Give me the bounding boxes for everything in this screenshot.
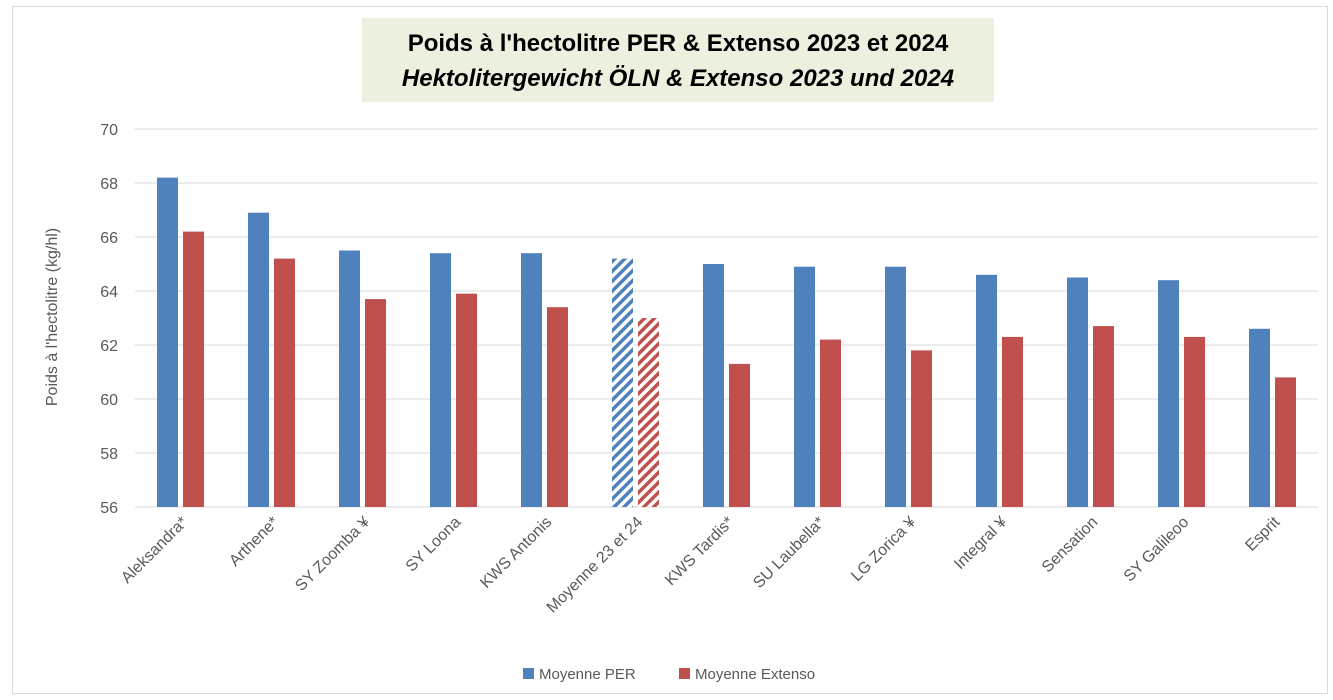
x-tick-label: Aleksandra* [118, 514, 191, 587]
y-axis-label: Poids à l'hectolitre (kg/hl) [44, 228, 61, 406]
legend: Moyenne PER Moyenne Extenso [523, 666, 815, 683]
bar-extenso-9 [911, 350, 932, 507]
x-tick-label: SY Zoomba ¥ [292, 514, 373, 595]
y-tick-label: 64 [100, 284, 118, 301]
y-tick-label: 58 [100, 446, 118, 463]
chart-title: Poids à l'hectolitre PER & Extenso 2023 … [407, 30, 949, 57]
bar-per-4 [430, 253, 451, 507]
bar-per-13 [1249, 328, 1270, 507]
bar-per-1 [157, 177, 178, 507]
y-tick-label: 66 [100, 230, 118, 247]
bar-per-7 [703, 264, 724, 507]
bar-extenso-8 [820, 339, 841, 507]
x-tick-label: SY Loona [403, 514, 465, 576]
bar-per-8 [794, 266, 815, 507]
x-tick-label: SY Galileoo [1121, 514, 1193, 586]
bar-extenso-12 [1184, 336, 1205, 507]
bar-per-9 [885, 266, 906, 507]
bars [157, 177, 1296, 507]
bar-extenso-3 [365, 299, 386, 507]
bar-extenso-11 [1093, 326, 1114, 507]
bar-per-5 [521, 253, 542, 507]
x-tick-label: KWS Antonis [477, 514, 555, 592]
legend-swatch-per [523, 668, 534, 679]
bar-extenso-2 [274, 258, 295, 507]
bar-extenso-10 [1002, 336, 1023, 507]
bar-extenso-7 [729, 363, 750, 507]
legend-label-per: Moyenne PER [539, 666, 636, 683]
gridlines [135, 128, 1318, 508]
chart-title-box: Poids à l'hectolitre PER & Extenso 2023 … [362, 18, 994, 102]
bar-extenso-5 [547, 307, 568, 507]
bar-per-10 [976, 274, 997, 507]
x-tick-label: Arthene* [226, 514, 282, 570]
bar-per-12 [1158, 280, 1179, 507]
x-axis-ticks: Aleksandra* Arthene* SY Zoomba ¥ SY Loona KW… [118, 513, 1283, 616]
y-tick-label: 60 [100, 392, 118, 409]
bar-per-2 [248, 212, 269, 507]
legend-swatch-extenso [679, 668, 690, 679]
x-tick-label: Integral ¥ [951, 514, 1010, 573]
bar-per-6 [612, 258, 633, 507]
bar-extenso-6 [638, 318, 659, 507]
y-tick-label: 62 [100, 338, 118, 355]
x-tick-label: SU Laubella* [750, 514, 828, 592]
bar-per-11 [1067, 277, 1088, 507]
y-tick-label: 56 [100, 500, 118, 517]
y-axis-ticks: 56 58 60 62 64 66 68 70 [100, 122, 118, 517]
bar-extenso-1 [183, 231, 204, 507]
chart-subtitle: Hektolitergewicht ÖLN & Extenso 2023 und… [401, 65, 955, 92]
bar-per-3 [339, 250, 360, 507]
legend-label-extenso: Moyenne Extenso [695, 666, 815, 683]
x-tick-label: Sensation [1039, 514, 1101, 576]
bar-extenso-4 [456, 293, 477, 507]
y-tick-label: 68 [100, 176, 118, 193]
y-tick-label: 70 [100, 122, 118, 139]
x-tick-label: Esprit [1242, 513, 1283, 554]
x-tick-label: KWS Tardis* [662, 514, 737, 589]
x-tick-label: Moyenne 23 et 24 [544, 514, 647, 617]
bar-extenso-13 [1275, 377, 1296, 507]
x-tick-label: LG Zorica ¥ [848, 514, 919, 585]
